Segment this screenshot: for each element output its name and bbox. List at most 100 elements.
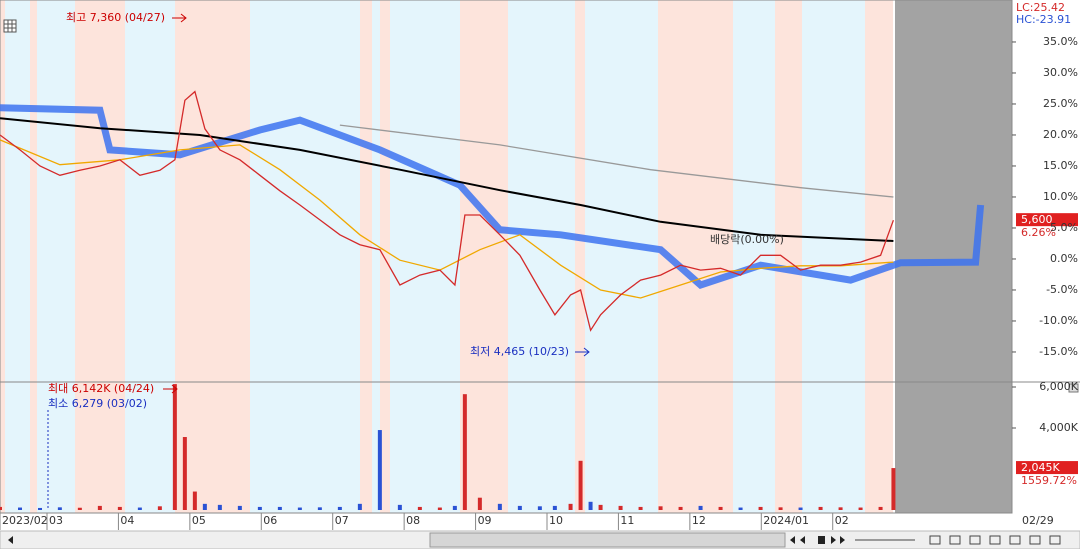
volume-bar	[277, 506, 282, 510]
y-tick-label: 10.0%	[1043, 190, 1078, 203]
y-tick-label: 25.0%	[1043, 97, 1078, 110]
band	[175, 0, 250, 513]
volume-bar	[357, 503, 362, 510]
annotation: 최고 7,360 (04/27)	[66, 11, 165, 24]
volume-bar	[758, 506, 763, 510]
volume-bar	[202, 503, 207, 510]
x-tick-label: 2024/01	[763, 514, 809, 527]
annotation: 최소 6,279 (03/02)	[48, 397, 147, 410]
panel-button[interactable]	[1068, 383, 1079, 393]
x-tick-label: 05	[192, 514, 206, 527]
toolbar-icons[interactable]	[855, 535, 1061, 545]
x-tick-label: 09	[478, 514, 492, 527]
x-tick-label: 08	[406, 514, 420, 527]
y-tick-label: -15.0%	[1039, 345, 1078, 358]
volume-bar	[462, 394, 467, 510]
volume-bar	[497, 503, 502, 510]
line	[0, 117, 894, 242]
arrow	[163, 384, 178, 394]
lc-label: LC:25.42	[1016, 1, 1065, 14]
volume-bar	[397, 504, 402, 510]
hc-label: HC:-23.91	[1016, 13, 1071, 26]
band	[360, 0, 372, 513]
volume-bar	[738, 507, 743, 510]
volume-bar	[578, 460, 583, 510]
volume-bar	[552, 505, 557, 510]
volume-bar	[658, 506, 663, 510]
volume-bar	[678, 506, 683, 510]
plot-layer	[0, 0, 1012, 513]
annotation: 최저 4,465 (10/23)	[470, 345, 569, 358]
band	[0, 0, 893, 513]
line	[0, 90, 895, 332]
volume-bar	[97, 505, 102, 510]
band	[380, 0, 390, 513]
arrow	[575, 347, 590, 357]
volume-bar	[117, 506, 122, 510]
volume-bar	[38, 507, 42, 510]
annotation: 최대 6,142K (04/24)	[48, 382, 154, 395]
volume-bar	[57, 507, 62, 510]
volume-bar	[718, 506, 723, 510]
volume-bar	[588, 501, 593, 510]
band	[575, 0, 585, 513]
plot-frame	[0, 0, 1013, 514]
volume-bar	[297, 507, 302, 510]
change-tag: 6.26%	[1021, 226, 1056, 239]
price-tag-bg	[1016, 213, 1078, 227]
volume-bar	[878, 506, 883, 510]
y-tick-label: -5.0%	[1046, 283, 1078, 296]
volume-bar	[77, 507, 82, 510]
y-tick-label: 5.0%	[1050, 221, 1078, 234]
price-tag: 5,600	[1021, 213, 1053, 226]
y-tick-label: 35.0%	[1043, 35, 1078, 48]
volume-bar	[598, 504, 603, 510]
volume-bar	[618, 505, 623, 510]
scroll-thumb[interactable]	[429, 532, 786, 548]
volume-bar	[192, 491, 197, 510]
volume-bar	[182, 437, 187, 510]
volume-bar	[477, 497, 482, 510]
x-tick-label: 11	[620, 514, 634, 527]
x-tick-label: 06	[263, 514, 277, 527]
volume-bar	[838, 507, 843, 510]
ratio-tag: 1559.72%	[1021, 474, 1077, 487]
x-tick-label: 04	[120, 514, 134, 527]
volume-bar	[257, 506, 262, 510]
band	[460, 0, 508, 513]
band	[0, 0, 5, 513]
band	[75, 0, 125, 513]
x-end-label: 02/29	[1022, 514, 1054, 527]
grid-icon[interactable]	[3, 19, 17, 33]
volume-bar	[452, 505, 457, 510]
x-tick-label: 12	[692, 514, 706, 527]
y-tick-label: 15.0%	[1043, 159, 1078, 172]
y-tick-label: 20.0%	[1043, 128, 1078, 141]
y-tick-label: 30.0%	[1043, 66, 1078, 79]
volume-bar	[858, 507, 863, 510]
volume-bar	[0, 506, 2, 510]
line	[339, 124, 894, 198]
volume-bar	[172, 384, 177, 510]
volume-tag-bg	[1016, 461, 1078, 475]
arrow	[172, 13, 187, 23]
volume-tag: 2,045K	[1021, 461, 1060, 474]
x-tick-label: 03	[49, 514, 63, 527]
volume-bar	[568, 503, 573, 510]
volume-bar	[891, 468, 896, 510]
volume-bar	[337, 506, 342, 510]
x-tick-label: 2023/02	[2, 514, 48, 527]
y-tick-label: 0.0%	[1050, 252, 1078, 265]
band	[30, 0, 37, 513]
volume-bar	[237, 505, 242, 510]
volume-bar	[517, 505, 522, 510]
band	[775, 0, 802, 513]
volume-bar	[217, 504, 222, 510]
annotation: 배당락(0.00%)	[710, 233, 784, 246]
volume-bar	[638, 506, 643, 510]
volume-bar	[537, 506, 542, 510]
y-tick-label: 6,000K	[1039, 380, 1078, 393]
volume-bar	[698, 505, 703, 510]
